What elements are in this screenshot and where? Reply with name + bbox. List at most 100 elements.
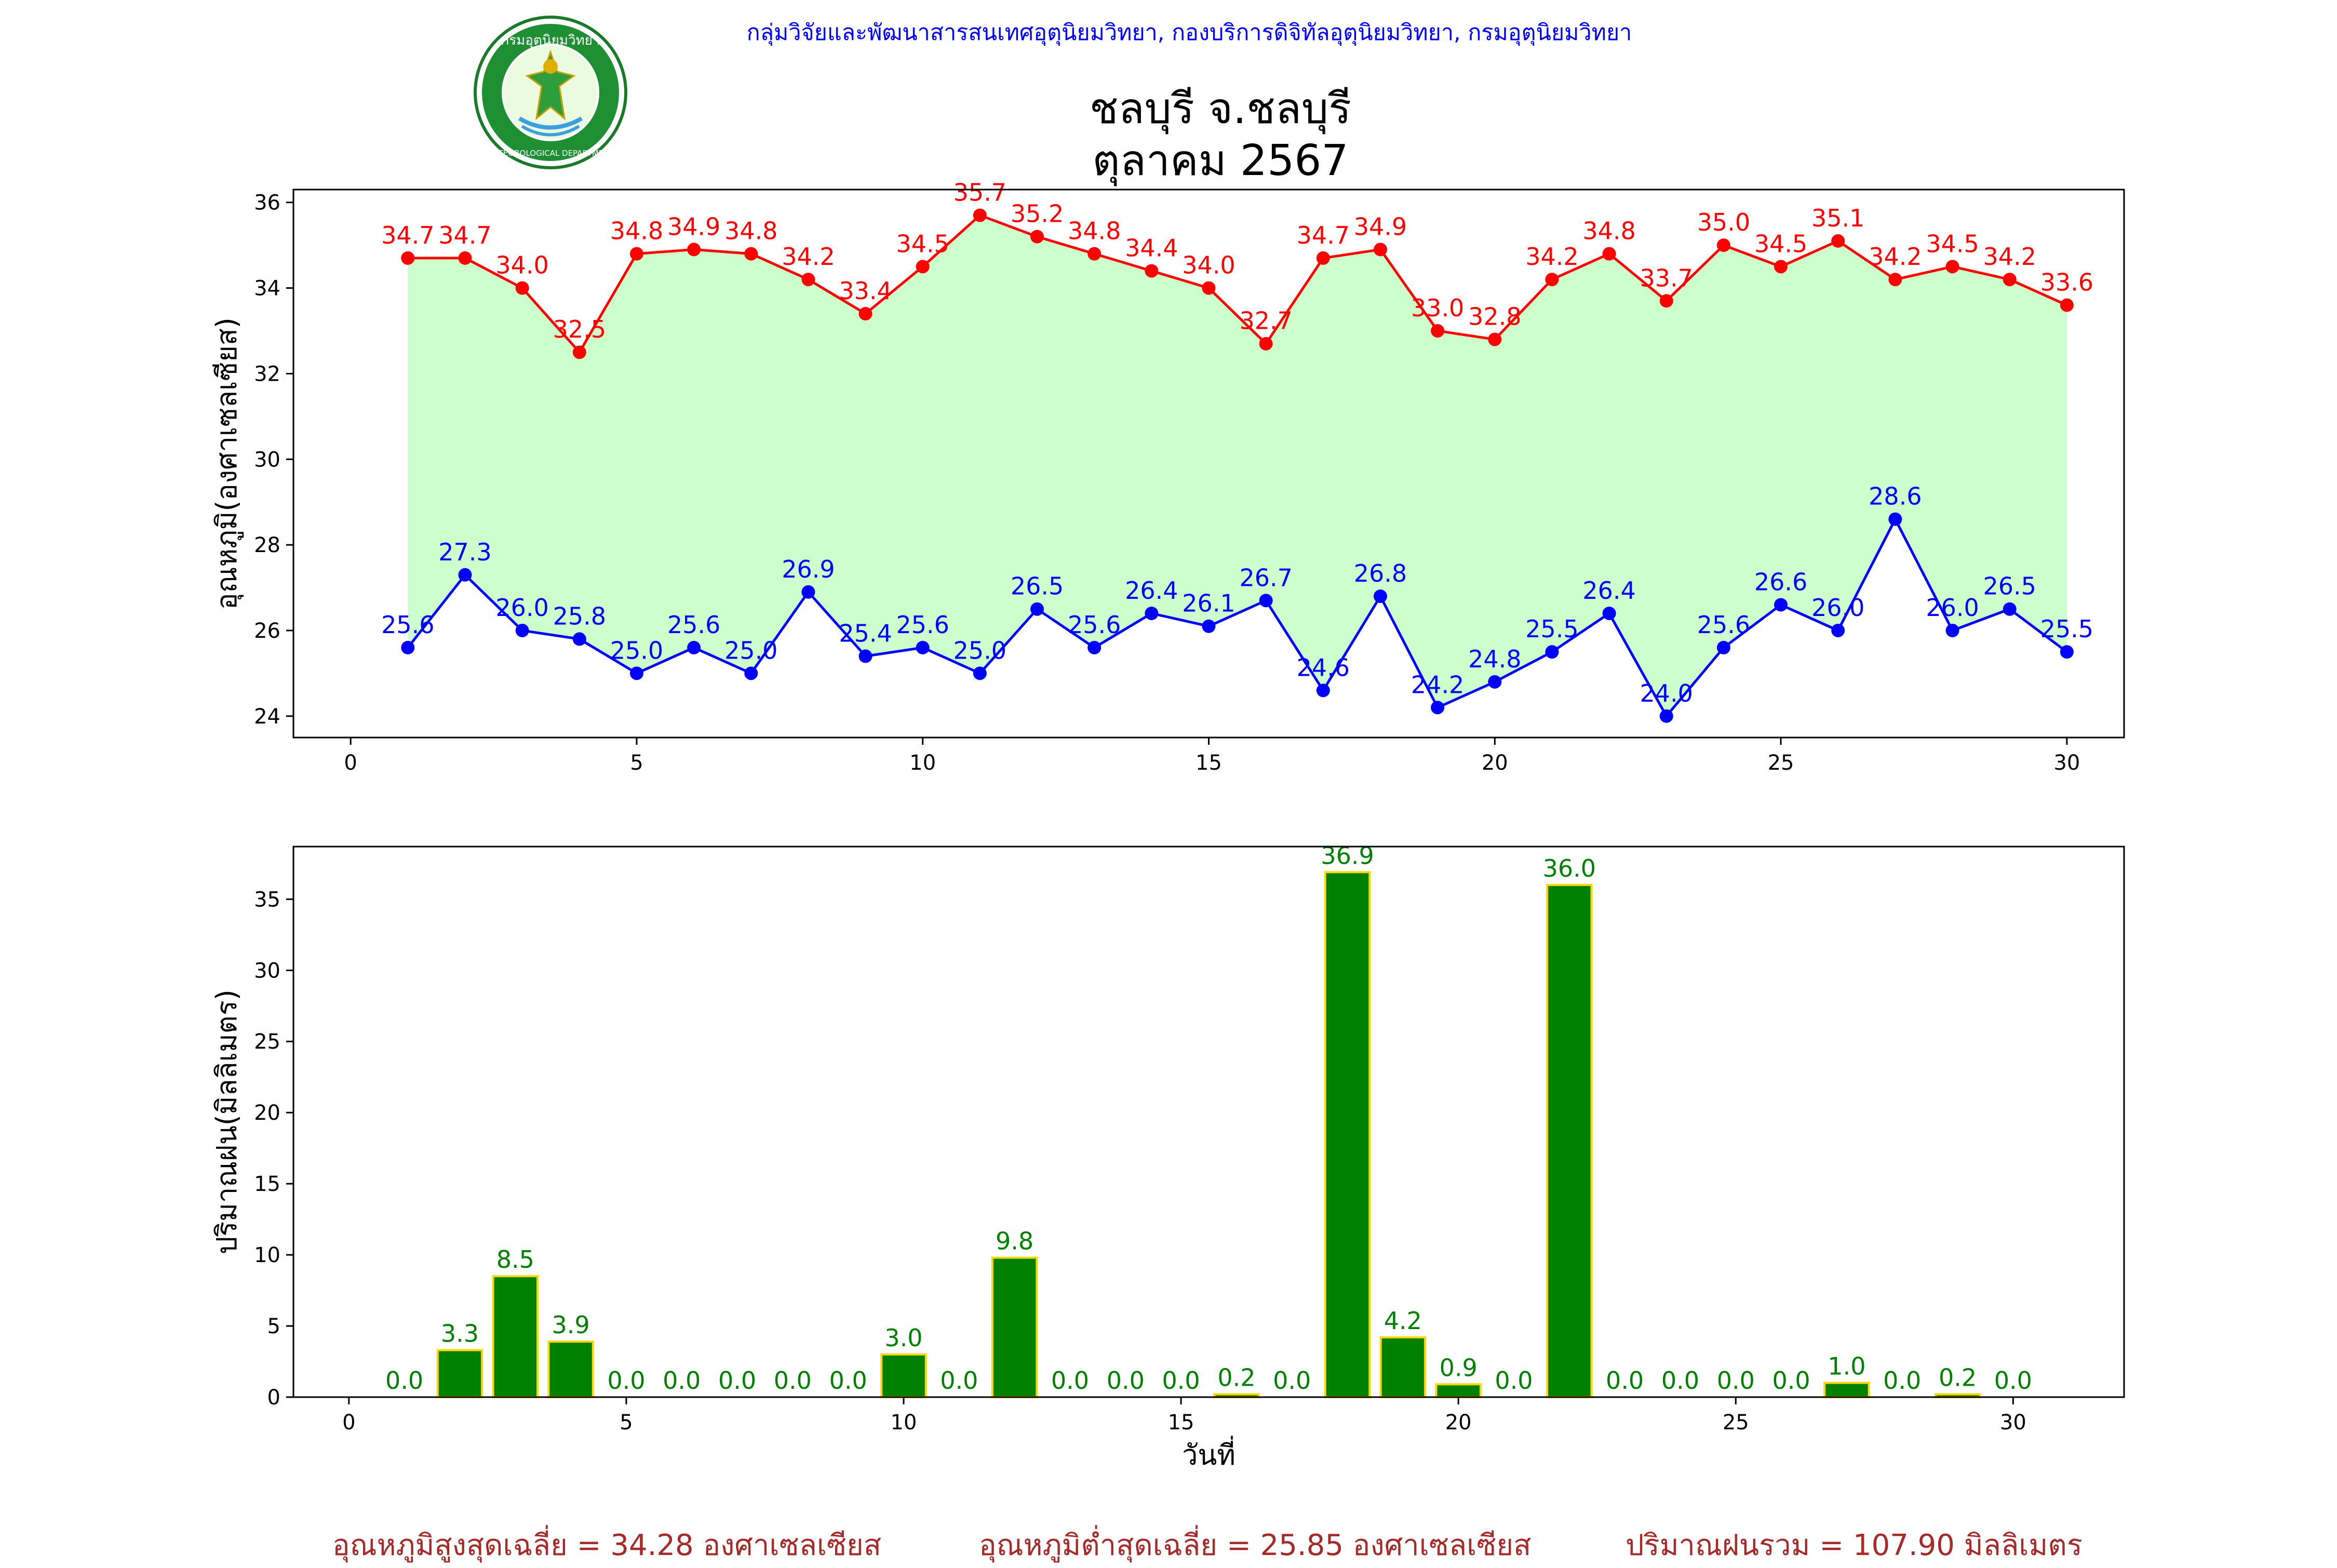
tmax-point [1202, 281, 1216, 295]
tmin-value-label: 27.3 [438, 538, 491, 566]
rain-plot-frame [292, 846, 2125, 1398]
tmin-value-label: 25.0 [724, 636, 777, 664]
rain-value-label: 0.0 [1273, 1366, 1311, 1395]
tmax-value-label: 33.7 [1640, 264, 1693, 292]
tmin-point [973, 666, 987, 680]
rain-value-label: 0.2 [1939, 1364, 1977, 1392]
rain-value-label: 0.0 [1772, 1366, 1810, 1395]
tmax-value-label: 34.2 [1525, 243, 1578, 271]
temperature-x-tick-label: 5 [630, 751, 643, 775]
rain-x-tick-label: 20 [1445, 1411, 1472, 1435]
tmax-value-label: 34.5 [1754, 230, 1807, 258]
tmax-point [1716, 238, 1730, 252]
rain-y-tick-label: 15 [254, 1172, 280, 1196]
tmax-point [458, 251, 472, 265]
tmin-point [1202, 619, 1216, 633]
tmin-value-label: 24.8 [1468, 645, 1521, 673]
tmax-point [629, 247, 643, 261]
rain-y-tick-label: 0 [267, 1386, 280, 1410]
tmin-value-label: 25.6 [1697, 611, 1750, 639]
rain-value-label: 36.0 [1543, 854, 1596, 882]
tmin-value-label: 26.4 [1582, 577, 1635, 605]
tmin-value-label: 24.0 [1640, 679, 1693, 707]
tmin-point [1145, 606, 1159, 620]
tmin-point [458, 568, 472, 582]
tmax-value-label: 34.4 [1125, 234, 1178, 262]
rain-y-tick-label: 5 [267, 1315, 280, 1338]
tmin-point [629, 666, 643, 680]
tmin-value-label: 26.0 [495, 594, 548, 622]
tmax-point [572, 345, 586, 359]
tmin-value-label: 26.0 [1811, 594, 1864, 622]
meteorological-department-logo: กรมอุตุนิยมวิทยา METEOROLOGICAL DEPARTME… [474, 16, 627, 169]
logo-text-top: กรมอุตุนิยมวิทยา [501, 33, 600, 48]
rain-value-label: 3.9 [552, 1311, 590, 1339]
rain-y-tick-label: 35 [254, 888, 280, 912]
rain-value-label: 36.9 [1321, 841, 1374, 869]
tmin-point [1716, 640, 1730, 654]
tmin-value-label: 25.6 [667, 611, 720, 639]
tmax-value-label: 34.8 [724, 217, 777, 245]
tmin-value-label: 26.1 [1182, 589, 1235, 618]
header-credit: กลุ่มวิจัยและพัฒนาสารสนเทศอุตุนิยมวิทยา,… [0, 15, 2337, 50]
tmin-point [1431, 701, 1445, 715]
tmax-value-label: 35.0 [1697, 208, 1750, 236]
tmax-value-label: 34.9 [1354, 212, 1407, 240]
rain-y-axis-label: ปริมาณฝน(มิลลิเมตร) [210, 989, 243, 1254]
tmin-point [1774, 598, 1788, 612]
tmin-point [1030, 602, 1044, 616]
tmax-point [1488, 332, 1502, 346]
tmax-point [1659, 294, 1673, 308]
tmin-value-label: 26.9 [782, 555, 835, 583]
tmax-value-label: 34.7 [1297, 221, 1350, 249]
tmax-point [687, 243, 701, 257]
credit-text: กลุ่มวิจัยและพัฒนาสารสนเทศอุตุนิยมวิทยา,… [746, 20, 1632, 46]
tmin-point [858, 649, 872, 663]
temperature-y-tick-label: 32 [254, 362, 280, 386]
rain-bar [547, 1341, 594, 1398]
tmin-point [1087, 640, 1102, 654]
rain-value-label: 0.0 [1107, 1366, 1145, 1395]
tmin-point [2003, 602, 2017, 616]
tmin-value-label: 24.6 [1297, 653, 1350, 681]
rain-bar [436, 1349, 483, 1398]
tmax-value-label: 34.8 [610, 217, 663, 245]
tmin-line [407, 516, 2068, 719]
tmin-value-label: 25.0 [610, 636, 663, 664]
rain-y-tick-label: 10 [254, 1243, 280, 1267]
rain-value-label: 0.0 [1717, 1366, 1755, 1395]
tmax-point [515, 281, 529, 295]
tmin-point [1316, 684, 1330, 698]
tmax-value-label: 34.5 [1926, 230, 1979, 258]
rain-value-label: 0.0 [1661, 1366, 1699, 1395]
temperature-y-tick-label: 24 [254, 705, 280, 729]
tmin-value-label: 26.8 [1354, 559, 1407, 587]
rain-bar [1435, 1383, 1482, 1399]
rain-value-label: 0.0 [774, 1366, 812, 1395]
rain-bar [1324, 871, 1371, 1399]
tmax-value-label: 34.0 [1182, 251, 1235, 279]
tmax-point [1831, 234, 1845, 248]
tmin-point [401, 640, 415, 654]
tmax-value-label: 35.2 [1011, 200, 1064, 228]
chart-title: ชลบุรี จ.ชลบุรี ตุลาคม 2567 [831, 83, 1610, 187]
logo-text-bottom: METEOROLOGICAL DEPARTMENT [487, 149, 614, 158]
rain-value-label: 1.0 [1828, 1352, 1865, 1381]
tmax-value-label: 32.5 [553, 315, 606, 343]
tmax-point [1602, 247, 1616, 261]
rain-value-label: 0.0 [385, 1366, 423, 1395]
tmin-value-label: 26.5 [1983, 572, 2036, 600]
station-title: ชลบุรี จ.ชลบุรี [1089, 84, 1352, 133]
rain-value-label: 0.0 [663, 1366, 701, 1395]
rain-x-tick-label: 5 [620, 1411, 633, 1435]
tmin-value-label: 26.4 [1125, 577, 1178, 605]
rain-value-label: 4.2 [1384, 1307, 1422, 1335]
tmin-value-label: 26.7 [1239, 564, 1292, 592]
month-title: ตุลาคม 2567 [1092, 136, 1349, 185]
tmax-value-label: 34.5 [896, 230, 949, 258]
tmin-point [572, 632, 586, 646]
rain-y-tick-label: 25 [254, 1030, 280, 1054]
tmax-point [1030, 230, 1044, 244]
tmin-value-label: 28.6 [1869, 483, 1922, 511]
